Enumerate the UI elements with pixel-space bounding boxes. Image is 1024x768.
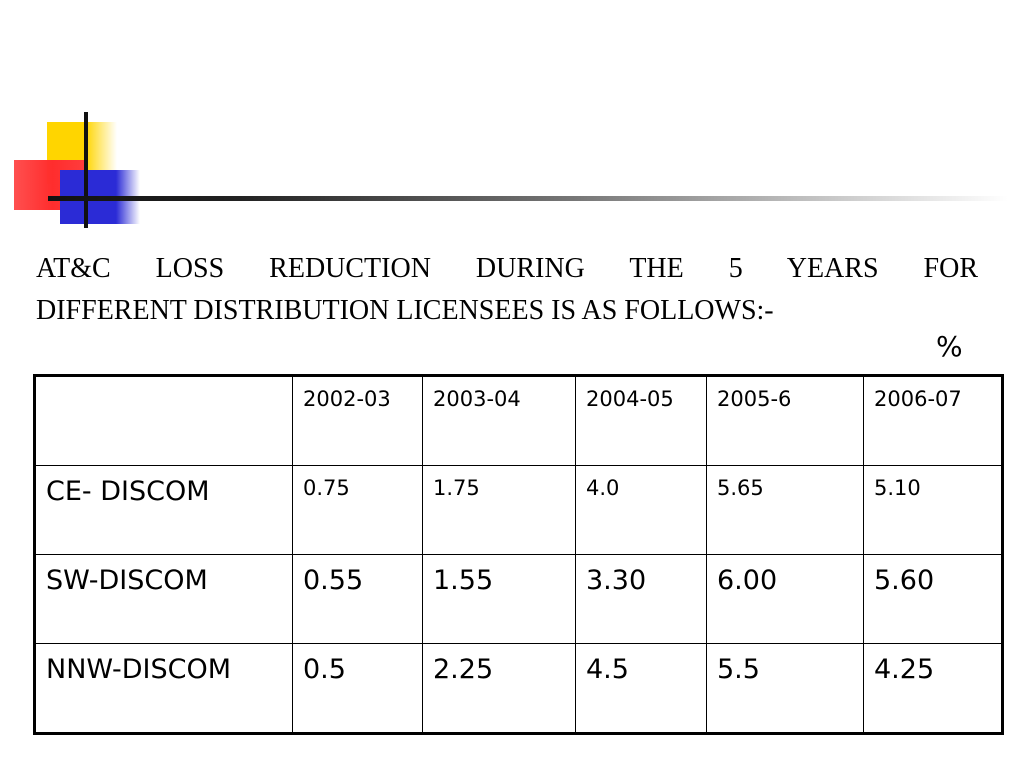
value-cell: 2.25 [422, 643, 576, 734]
vertical-rule [84, 112, 88, 228]
row-label-cell: NNW-DISCOM [34, 643, 293, 734]
value-cell: 1.75 [422, 465, 576, 555]
header-year: 2003-04 [433, 387, 521, 411]
header-cell: 2003-04 [422, 375, 576, 466]
header-corner-cell [34, 375, 293, 466]
table-row: SW-DISCOM 0.55 1.55 3.30 6.00 5.60 [34, 554, 1003, 644]
value: 0.75 [303, 476, 350, 500]
value: 5.65 [717, 476, 764, 500]
header-cell: 2002-03 [292, 375, 423, 466]
table-row: NNW-DISCOM 0.5 2.25 4.5 5.5 4.25 [34, 643, 1003, 734]
header-year: 2006-07 [874, 387, 962, 411]
table-row: CE- DISCOM 0.75 1.75 4.0 5.65 5.10 [34, 465, 1003, 555]
unit-label: % [936, 330, 963, 363]
value: 0.55 [303, 565, 364, 596]
header-year: 2004-05 [586, 387, 674, 411]
header-cell: 2004-05 [575, 375, 707, 466]
slide-heading: AT&C LOSS REDUCTION DURING THE 5 YEARS F… [36, 248, 978, 332]
row-label: NNW-DISCOM [46, 654, 232, 685]
value: 0.5 [303, 654, 346, 685]
loss-reduction-table: 2002-03 2003-04 2004-05 2005-6 2006-07 C… [33, 374, 1004, 735]
row-label: CE- DISCOM [46, 476, 210, 507]
heading-line-2: DIFFERENT DISTRIBUTION LICENSEES IS AS F… [36, 295, 774, 326]
header-cell: 2005-6 [706, 375, 864, 466]
value-cell: 0.75 [292, 465, 423, 555]
value-cell: 5.5 [706, 643, 864, 734]
value-cell: 5.60 [863, 554, 1003, 644]
value: 4.25 [874, 654, 935, 685]
value-cell: 1.55 [422, 554, 576, 644]
row-label-cell: CE- DISCOM [34, 465, 293, 555]
value: 5.60 [874, 565, 935, 596]
value-cell: 0.5 [292, 643, 423, 734]
row-label: SW-DISCOM [46, 565, 208, 596]
header-year: 2002-03 [303, 387, 391, 411]
value-cell: 4.0 [575, 465, 707, 555]
value-cell: 4.5 [575, 643, 707, 734]
row-label-cell: SW-DISCOM [34, 554, 293, 644]
value: 6.00 [717, 565, 778, 596]
value: 4.0 [586, 476, 620, 500]
value: 1.55 [433, 565, 494, 596]
heading-line-1: AT&C LOSS REDUCTION DURING THE 5 YEARS F… [36, 253, 978, 284]
value: 5.10 [874, 476, 921, 500]
value-cell: 4.25 [863, 643, 1003, 734]
value: 3.30 [586, 565, 647, 596]
value: 1.75 [433, 476, 480, 500]
value-cell: 0.55 [292, 554, 423, 644]
value-cell: 3.30 [575, 554, 707, 644]
header-cell: 2006-07 [863, 375, 1003, 466]
header-year: 2005-6 [717, 387, 792, 411]
horizontal-rule [48, 196, 1008, 201]
table-header-row: 2002-03 2003-04 2004-05 2005-6 2006-07 [34, 375, 1003, 466]
value: 5.5 [717, 654, 760, 685]
value-cell: 6.00 [706, 554, 864, 644]
value-cell: 5.65 [706, 465, 864, 555]
value: 2.25 [433, 654, 494, 685]
decorative-logo [0, 0, 1024, 240]
value-cell: 5.10 [863, 465, 1003, 555]
value: 4.5 [586, 654, 629, 685]
